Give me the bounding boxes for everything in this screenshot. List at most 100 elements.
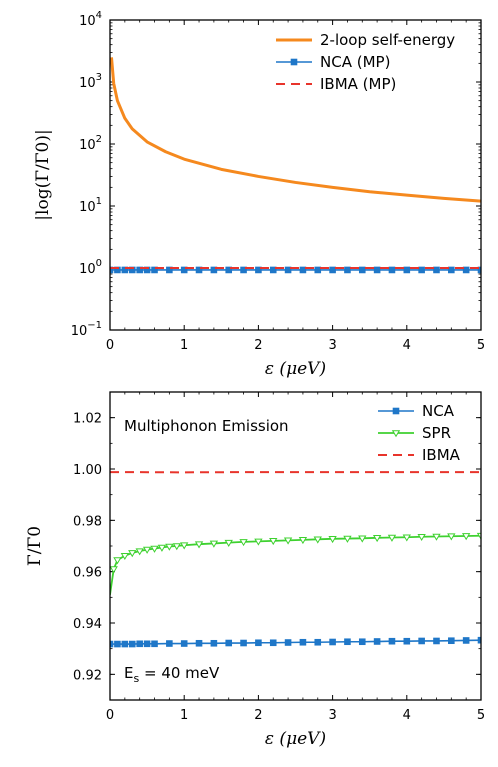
data-point-nca-mp (284, 266, 292, 274)
data-point-nca-mp (448, 266, 455, 274)
data-point-nca (166, 640, 173, 647)
data-point-nca (255, 639, 262, 647)
y-tick-label: 10−1 (71, 320, 102, 339)
x-tick-label: 1 (180, 708, 188, 723)
data-point-nca (225, 639, 233, 647)
y-tick-label: 100 (79, 258, 102, 277)
data-point-nca (388, 637, 396, 645)
y-tick-exponent: −1 (87, 320, 102, 331)
data-point-spr (194, 541, 204, 549)
y-tick-exponent: 0 (96, 258, 102, 269)
data-point-spr (372, 534, 382, 543)
data-point-nca-mp (110, 266, 114, 274)
y-tick-label: 0.92 (73, 668, 102, 683)
y-tick-exponent: 2 (96, 134, 102, 145)
data-point-spr (135, 548, 144, 556)
series-line-nca (110, 639, 481, 645)
x-axis-label: ε (μeV) (265, 729, 326, 749)
x-tick-label: 0 (106, 338, 114, 353)
x-tick-label: 5 (477, 708, 485, 723)
data-point-nca-mp (388, 266, 396, 274)
legend: 2-loop self-energy NCA (MP) IBMA (MP) (276, 31, 455, 93)
data-point-nca (358, 638, 366, 646)
y-axis-label: Γ/Γ0 (25, 526, 45, 566)
data-point-nca-mp (121, 266, 129, 274)
data-point-spr (172, 543, 181, 551)
y-tick-base: 10 (79, 262, 96, 277)
legend-label: NCA (MP) (320, 53, 390, 71)
data-point-spr (283, 537, 293, 545)
data-point-nca (114, 640, 121, 648)
data-point-nca-mp (195, 266, 203, 274)
plot-area (110, 57, 481, 274)
legend-marker (290, 58, 298, 66)
data-point-nca (418, 637, 425, 645)
data-point-spr (402, 534, 411, 542)
x-axis-label: ε (μeV) (265, 359, 326, 379)
x-tick-label: 5 (477, 338, 485, 353)
series-line-2-loop (110, 57, 481, 203)
y-tick-base: 10 (79, 138, 96, 153)
data-point-nca (128, 640, 136, 648)
data-point-nca (299, 638, 307, 646)
data-point-nca-mp (240, 266, 247, 274)
legend-marker (392, 407, 400, 415)
data-point-nca-mp (166, 266, 173, 274)
data-point-nca-mp (477, 266, 481, 274)
data-point-spr (313, 536, 322, 544)
plot-area (110, 471, 481, 648)
y-tick-label: 1.02 (73, 412, 102, 427)
data-point-nca-mp (225, 266, 233, 274)
y-tick-label: 104 (79, 10, 102, 29)
y-tick-base: 10 (79, 14, 96, 29)
y-tick-exponent: 1 (96, 196, 102, 207)
data-point-nca-mp (462, 266, 470, 274)
data-point-spr (328, 536, 337, 544)
y-tick-exponent: 3 (96, 72, 102, 83)
y-tick-exponent: 4 (96, 10, 102, 21)
data-point-spr (165, 543, 174, 551)
data-point-spr (254, 538, 263, 546)
data-point-spr (358, 535, 367, 543)
data-point-spr (417, 533, 426, 542)
data-point-nca-mp (269, 266, 277, 274)
legend-label: IBMA (422, 446, 461, 464)
data-point-nca (136, 640, 143, 648)
data-point-nca-mp (403, 266, 411, 274)
data-point-spr (432, 533, 441, 541)
axes-frame (109, 391, 482, 701)
annotation-title: Multiphonon Emission (124, 417, 289, 435)
x-tick-label: 2 (254, 338, 262, 353)
y-tick-base: 10 (79, 200, 96, 215)
annotation-energy-symbol: E (124, 664, 133, 682)
x-tick-label: 0 (106, 708, 114, 723)
data-point-nca (403, 637, 411, 645)
annotation-energy: Es = 40 meV (124, 664, 220, 685)
data-point-nca-mp (358, 266, 366, 274)
data-point-nca-mp (136, 266, 143, 274)
data-point-nca (373, 638, 381, 645)
annotation-energy-subscript: s (133, 672, 139, 685)
x-tick-label: 2 (254, 708, 262, 723)
data-point-nca (329, 638, 336, 646)
y-tick-label: 101 (79, 196, 102, 215)
data-point-nca (448, 637, 455, 645)
y-tick-label: 0.94 (73, 617, 102, 632)
data-point-spr (180, 542, 189, 550)
axes-frame (109, 19, 482, 331)
data-point-spr (209, 540, 219, 548)
x-tick-label: 4 (403, 708, 411, 723)
y-tick-label: 1.00 (73, 463, 102, 478)
data-point-spr (113, 557, 122, 565)
data-point-spr (461, 533, 471, 541)
data-point-spr (343, 535, 352, 543)
data-point-nca-mp (344, 266, 351, 274)
data-point-spr (120, 552, 130, 561)
data-point-nca-mp (151, 266, 158, 274)
data-point-nca (462, 637, 470, 644)
legend-label: NCA (422, 402, 455, 420)
data-point-spr (476, 532, 481, 541)
data-point-nca (269, 639, 277, 647)
y-tick-label: 0.96 (73, 566, 102, 581)
